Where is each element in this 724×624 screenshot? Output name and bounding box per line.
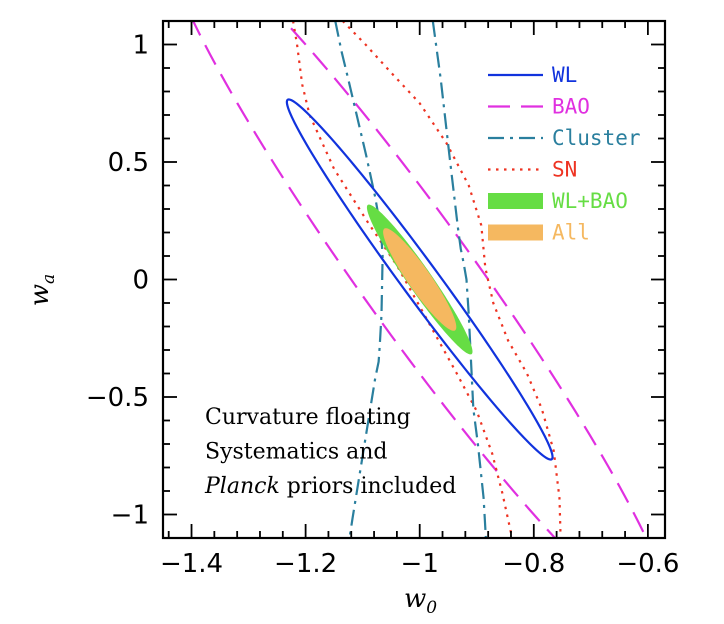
legend-label-wl: WL <box>552 63 577 87</box>
x-tick-label: −1.4 <box>160 549 223 579</box>
legend-label-wl-bao: WL+BAO <box>552 189 628 213</box>
legend-entry-wl-bao: WL+BAO <box>488 189 628 213</box>
x-tick-label: −1 <box>401 549 439 579</box>
legend-entry-sn: SN <box>488 158 577 182</box>
contour-all <box>383 228 457 331</box>
legend-label-bao: BAO <box>552 95 590 119</box>
legend-entry-all: All <box>488 221 590 245</box>
x-tick-label: −0.8 <box>502 549 565 579</box>
legend: WL BAO Cluster SN WL+BAO All <box>488 63 641 245</box>
annotation-segment: priors included <box>280 474 457 499</box>
legend-swatch-wl-bao <box>488 193 543 209</box>
contour-wl <box>285 98 554 461</box>
legend-entry-cluster: Cluster <box>488 126 641 150</box>
y-axis-label: wa <box>25 274 59 306</box>
y-tick-label: 1 <box>132 31 149 61</box>
legend-entry-wl: WL <box>488 63 577 87</box>
annotation-line-3: Planck priors included <box>204 474 456 499</box>
annotation-italic-segment: Planck <box>204 474 280 499</box>
legend-label-sn: SN <box>552 158 577 182</box>
x-axis-label-main: w <box>404 584 426 614</box>
contour-bao <box>191 21 648 538</box>
y-tick-label: 0.5 <box>108 148 149 178</box>
annotation-segment: Curvature floating <box>205 405 411 430</box>
contour-cluster-2 <box>431 21 487 538</box>
annotation-line-1: Curvature floating <box>205 405 411 430</box>
x-axis-label-subscript: 0 <box>426 598 437 618</box>
x-tick-label: −1.2 <box>274 549 337 579</box>
plot-marks <box>191 21 648 538</box>
y-tick-label: −0.5 <box>86 383 149 413</box>
y-tick-label: −1 <box>111 501 149 531</box>
y-tick-label: 0 <box>132 266 149 296</box>
x-tick-label: −0.6 <box>616 549 679 579</box>
annotation-segment: Systematics and <box>205 440 387 465</box>
x-axis-label: w0 <box>404 584 437 618</box>
y-axis-label-main: w <box>25 284 55 306</box>
annotation-block: Curvature floating Systematics and Planck … <box>204 405 456 499</box>
contour-sn-1 <box>291 21 514 538</box>
contour-cluster-1 <box>334 21 384 538</box>
annotation-line-2: Systematics and <box>205 440 387 465</box>
y-axis-label-subscript: a <box>39 274 59 284</box>
legend-entry-bao: BAO <box>488 95 590 119</box>
axis-ticks: −1.4 −1.2 −1 −0.8 −0.6 −1 −0.5 0 0.5 1 <box>86 20 679 579</box>
legend-swatch-all <box>488 224 543 241</box>
legend-label-cluster: Cluster <box>552 126 641 150</box>
legend-label-all: All <box>552 221 590 245</box>
